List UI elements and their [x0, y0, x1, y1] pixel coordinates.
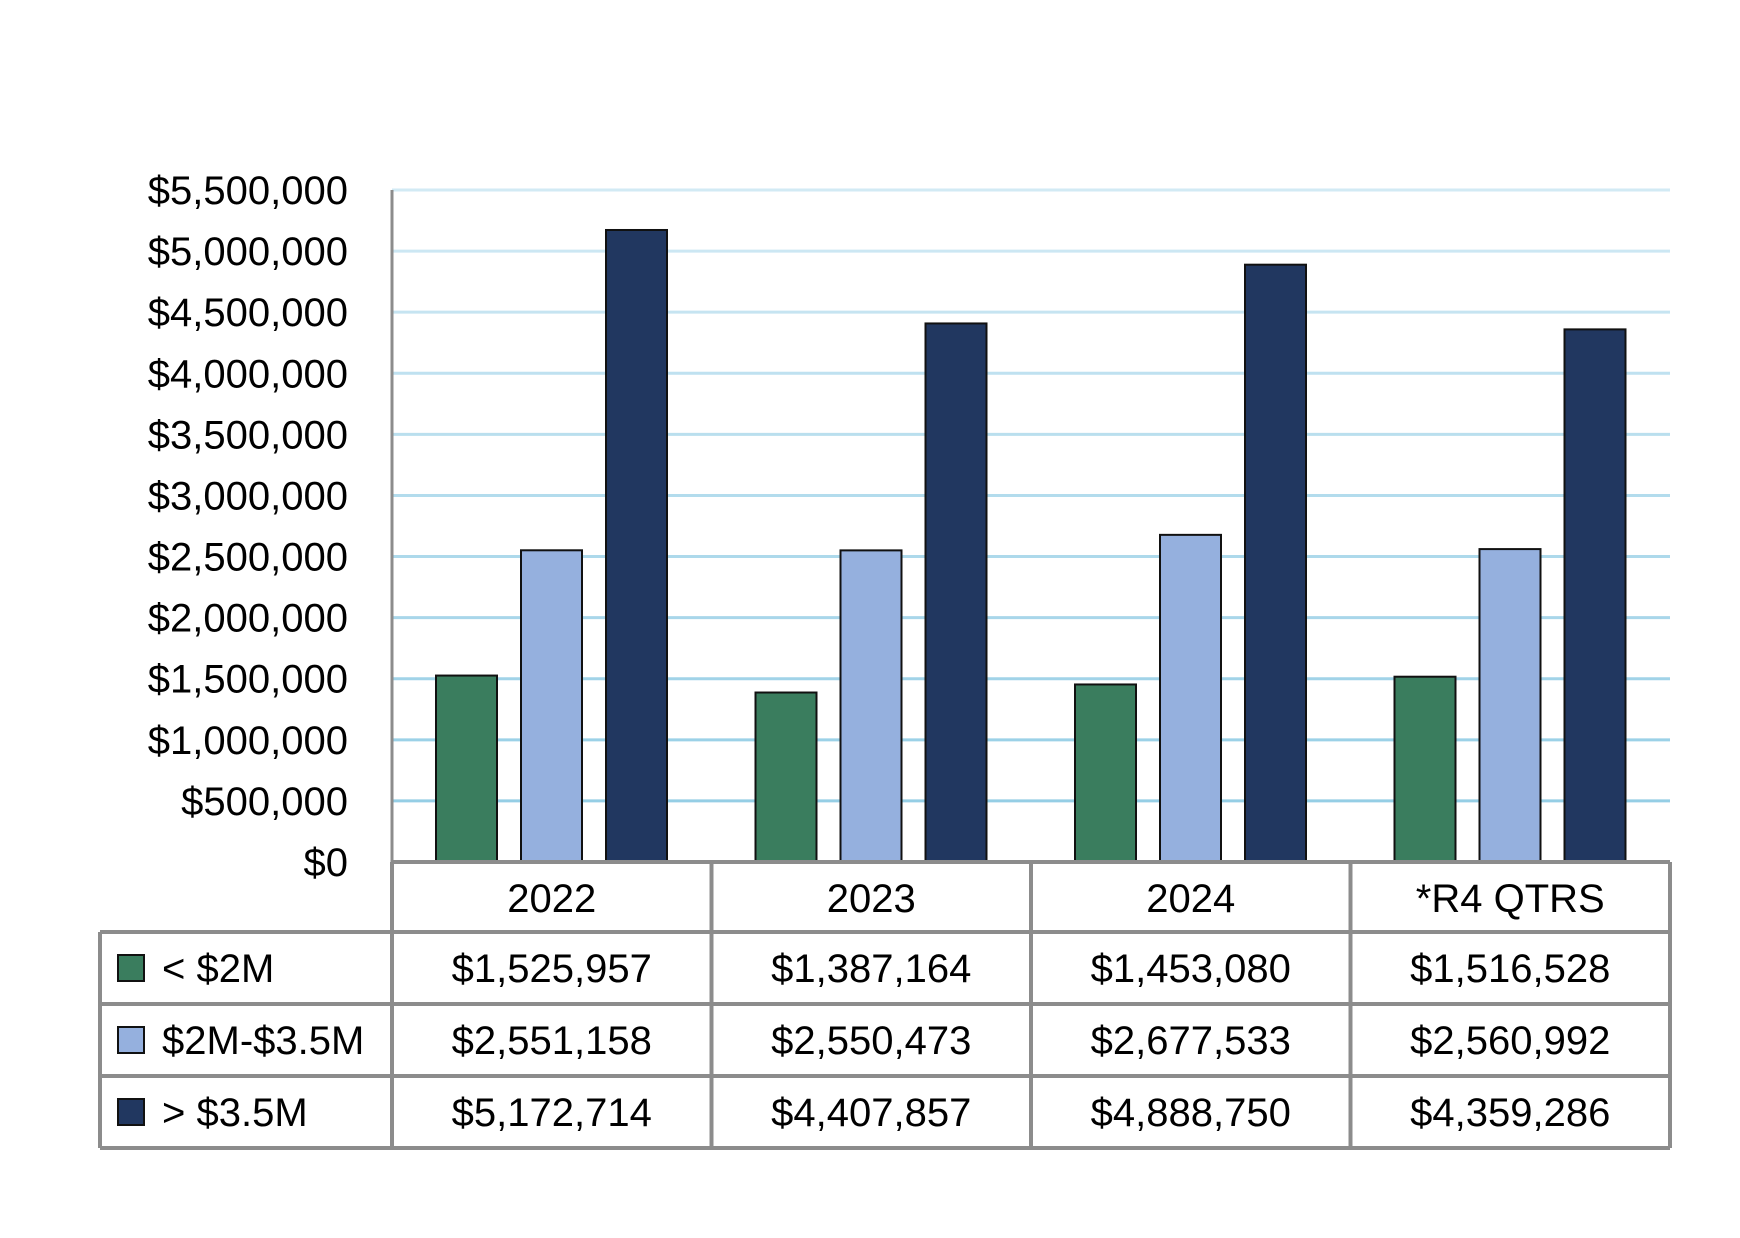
data-label: $2,560,992: [1410, 1019, 1610, 1063]
y-axis-tick-labels: $0 $500,000 $1,000,000 $1,500,000 $2,000,000…: [148, 169, 348, 885]
data-table: 2022 2023 2024 *R4 QTRS < $2M $1,525,957 $1,38…: [98, 860, 1672, 1150]
y-tick-label: $0: [304, 841, 349, 885]
data-label: $5,172,714: [452, 1091, 652, 1135]
bar: [1393, 675, 1457, 863]
y-tick-label: $500,000: [181, 780, 348, 824]
x-tick-label: 2023: [827, 877, 916, 921]
data-label: $1,525,957: [452, 947, 652, 991]
y-tick-label: $5,500,000: [148, 169, 348, 213]
bar: [520, 549, 583, 863]
data-label: $2,551,158: [452, 1019, 652, 1063]
data-label: $4,888,750: [1091, 1091, 1291, 1135]
legend-label: > $3.5M: [162, 1091, 308, 1135]
bar: [1563, 328, 1627, 863]
data-label: $4,359,286: [1410, 1091, 1610, 1135]
y-tick-label: $4,000,000: [148, 352, 348, 396]
data-label: $2,677,533: [1091, 1019, 1291, 1063]
bar: [1244, 263, 1307, 863]
bar: [924, 322, 988, 863]
y-tick-label: $3,000,000: [148, 474, 348, 518]
y-tick-label: $3,500,000: [148, 413, 348, 457]
bar: [1159, 533, 1222, 863]
y-tick-label: $2,000,000: [148, 597, 348, 641]
bar: [839, 549, 903, 864]
bar: [1074, 683, 1137, 863]
data-label: $1,453,080: [1091, 947, 1291, 991]
data-label: $2,550,473: [771, 1019, 971, 1063]
x-tick-label: *R4 QTRS: [1416, 877, 1605, 921]
y-tick-label: $5,000,000: [148, 230, 348, 274]
x-tick-label: 2024: [1146, 877, 1235, 921]
legend-label: $2M-$3.5M: [162, 1019, 364, 1063]
x-tick-label: 2022: [507, 877, 596, 921]
y-tick-label: $1,000,000: [148, 719, 348, 763]
bars: [435, 228, 1627, 864]
bar: [1478, 548, 1542, 863]
legend-swatch: [117, 1098, 145, 1126]
legend-swatch: [117, 954, 145, 982]
legend-label: < $2M: [162, 947, 274, 991]
gridlines: [390, 188, 1670, 862]
data-label: $1,516,528: [1410, 947, 1610, 991]
y-tick-label: $1,500,000: [148, 658, 348, 702]
bar: [754, 691, 818, 864]
data-label: $1,387,164: [771, 947, 971, 991]
y-tick-label: $4,500,000: [148, 291, 348, 335]
bar: [605, 228, 668, 863]
data-label: $4,407,857: [771, 1091, 971, 1135]
y-tick-label: $2,500,000: [148, 536, 348, 580]
bar: [435, 674, 498, 863]
legend-swatch: [117, 1026, 145, 1054]
